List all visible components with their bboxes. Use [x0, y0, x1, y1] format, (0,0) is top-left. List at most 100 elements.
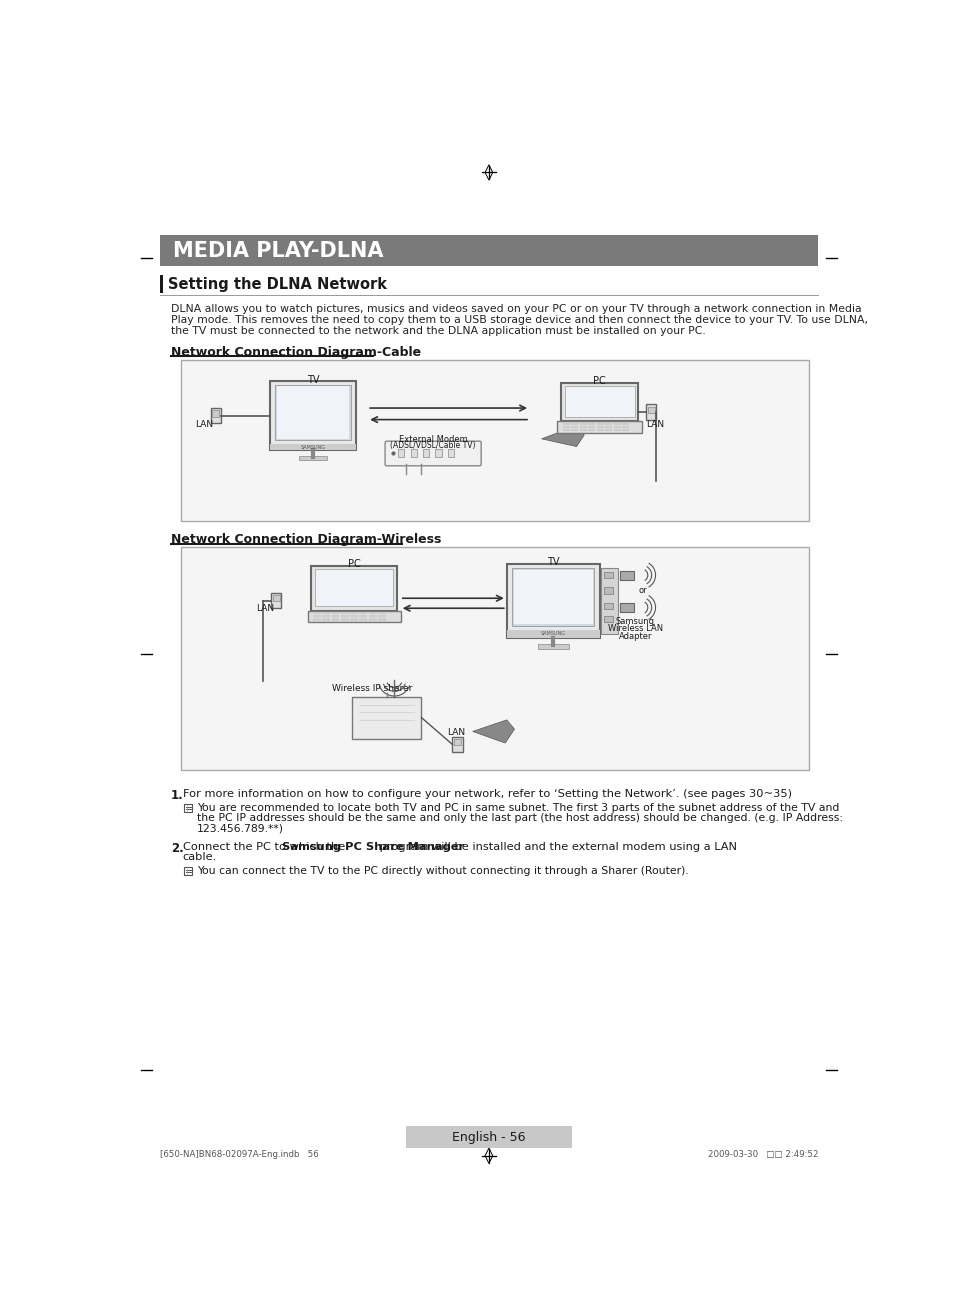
FancyBboxPatch shape: [350, 615, 357, 618]
FancyBboxPatch shape: [596, 426, 603, 429]
FancyBboxPatch shape: [452, 736, 462, 752]
Text: Network Connection Diagram-Wireless: Network Connection Diagram-Wireless: [171, 533, 441, 546]
FancyBboxPatch shape: [613, 422, 620, 425]
Text: Play mode. This removes the need to copy them to a USB storage device and then c: Play mode. This removes the need to copy…: [171, 314, 867, 325]
FancyBboxPatch shape: [369, 615, 376, 618]
Text: English - 56: English - 56: [452, 1131, 525, 1144]
FancyBboxPatch shape: [273, 596, 279, 601]
FancyBboxPatch shape: [537, 644, 568, 650]
Text: Wireless LAN: Wireless LAN: [607, 625, 662, 634]
FancyBboxPatch shape: [352, 697, 421, 739]
Text: the TV must be connected to the network and the DLNA application must be install: the TV must be connected to the network …: [171, 326, 705, 335]
FancyBboxPatch shape: [571, 429, 578, 431]
Text: LAN: LAN: [646, 419, 664, 429]
FancyBboxPatch shape: [579, 429, 586, 431]
Text: LAN: LAN: [447, 727, 465, 736]
FancyBboxPatch shape: [422, 448, 429, 456]
FancyBboxPatch shape: [604, 429, 612, 431]
FancyBboxPatch shape: [604, 422, 612, 425]
FancyBboxPatch shape: [619, 602, 633, 611]
FancyBboxPatch shape: [603, 615, 612, 622]
FancyBboxPatch shape: [410, 448, 416, 456]
FancyBboxPatch shape: [564, 385, 634, 417]
Text: For more information on how to configure your network, refer to ‘Setting the Net: For more information on how to configure…: [183, 789, 791, 800]
Text: 2.: 2.: [171, 842, 184, 855]
FancyBboxPatch shape: [579, 426, 586, 429]
FancyBboxPatch shape: [596, 429, 603, 431]
Text: Network Connection Diagram-Cable: Network Connection Diagram-Cable: [171, 346, 421, 359]
FancyBboxPatch shape: [181, 547, 808, 771]
FancyBboxPatch shape: [454, 739, 460, 746]
FancyBboxPatch shape: [159, 235, 818, 266]
FancyBboxPatch shape: [647, 406, 654, 413]
FancyBboxPatch shape: [557, 421, 641, 433]
Polygon shape: [541, 426, 583, 447]
FancyBboxPatch shape: [332, 618, 339, 621]
FancyBboxPatch shape: [332, 615, 339, 618]
FancyBboxPatch shape: [377, 618, 385, 621]
FancyBboxPatch shape: [307, 610, 400, 622]
FancyBboxPatch shape: [350, 618, 357, 621]
Text: LAN: LAN: [195, 419, 213, 429]
FancyBboxPatch shape: [596, 422, 603, 425]
FancyBboxPatch shape: [184, 867, 192, 874]
FancyBboxPatch shape: [397, 448, 404, 456]
FancyBboxPatch shape: [600, 568, 618, 634]
FancyBboxPatch shape: [506, 630, 599, 638]
Text: [650-NA]BN68-02097A-Eng.indb   56: [650-NA]BN68-02097A-Eng.indb 56: [159, 1149, 318, 1159]
FancyBboxPatch shape: [613, 429, 620, 431]
FancyBboxPatch shape: [332, 611, 339, 614]
FancyBboxPatch shape: [159, 275, 163, 293]
Text: You can connect the TV to the PC directly without connecting it through a Sharer: You can connect the TV to the PC directl…: [196, 867, 688, 876]
FancyBboxPatch shape: [513, 569, 592, 625]
FancyBboxPatch shape: [604, 426, 612, 429]
Text: You are recommended to locate both TV and PC in same subnet. The first 3 parts o: You are recommended to locate both TV an…: [196, 803, 839, 813]
FancyBboxPatch shape: [619, 571, 633, 580]
FancyBboxPatch shape: [587, 426, 595, 429]
Polygon shape: [472, 719, 514, 743]
FancyBboxPatch shape: [562, 422, 569, 425]
Text: program will be installed and the external modem using a LAN: program will be installed and the extern…: [375, 842, 737, 852]
FancyBboxPatch shape: [184, 803, 192, 811]
Text: PC: PC: [593, 376, 605, 387]
Text: DLNA allows you to watch pictures, musics and videos saved on your PC or on your: DLNA allows you to watch pictures, music…: [171, 304, 861, 314]
FancyBboxPatch shape: [359, 611, 367, 614]
FancyBboxPatch shape: [359, 615, 367, 618]
FancyBboxPatch shape: [211, 408, 220, 423]
Text: or: or: [639, 586, 647, 594]
Text: Setting the DLNA Network: Setting the DLNA Network: [168, 276, 387, 292]
Text: Samsung PC Share Manager: Samsung PC Share Manager: [282, 842, 464, 852]
Text: SAMSUNG: SAMSUNG: [540, 631, 565, 636]
FancyBboxPatch shape: [270, 381, 355, 451]
FancyBboxPatch shape: [603, 602, 612, 609]
Text: LAN: LAN: [255, 605, 274, 613]
FancyBboxPatch shape: [571, 426, 578, 429]
FancyBboxPatch shape: [340, 618, 348, 621]
FancyBboxPatch shape: [313, 615, 320, 618]
Text: 123.456.789.**): 123.456.789.**): [196, 823, 283, 834]
Text: Connect the PC to which the: Connect the PC to which the: [183, 842, 348, 852]
Text: Samsung: Samsung: [616, 617, 654, 626]
FancyBboxPatch shape: [315, 569, 393, 606]
FancyBboxPatch shape: [377, 615, 385, 618]
Text: TV: TV: [546, 558, 558, 568]
FancyBboxPatch shape: [377, 611, 385, 614]
FancyBboxPatch shape: [350, 611, 357, 614]
FancyBboxPatch shape: [322, 618, 330, 621]
FancyBboxPatch shape: [645, 404, 656, 419]
FancyBboxPatch shape: [298, 456, 327, 460]
FancyBboxPatch shape: [621, 422, 629, 425]
FancyBboxPatch shape: [322, 615, 330, 618]
FancyBboxPatch shape: [447, 448, 454, 456]
FancyBboxPatch shape: [369, 618, 376, 621]
FancyBboxPatch shape: [603, 588, 612, 593]
FancyBboxPatch shape: [359, 618, 367, 621]
FancyBboxPatch shape: [322, 611, 330, 614]
FancyBboxPatch shape: [560, 383, 638, 421]
FancyBboxPatch shape: [274, 385, 351, 441]
Text: the PC IP addresses should be the same and only the last part (the host address): the PC IP addresses should be the same a…: [196, 813, 841, 823]
FancyBboxPatch shape: [385, 441, 480, 466]
FancyBboxPatch shape: [313, 611, 320, 614]
Text: (ADSL/VDSL/Cable TV): (ADSL/VDSL/Cable TV): [390, 441, 476, 450]
Text: 2009-03-30   □□ 2:49:52: 2009-03-30 □□ 2:49:52: [707, 1149, 818, 1159]
